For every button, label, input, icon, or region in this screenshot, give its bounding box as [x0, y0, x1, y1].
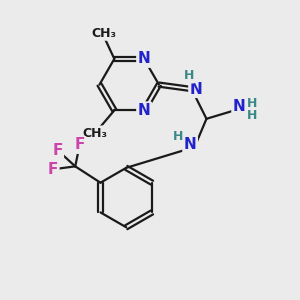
Text: CH₃: CH₃ [92, 26, 116, 40]
Text: N: N [138, 103, 150, 118]
Text: H: H [184, 69, 194, 82]
Text: F: F [52, 142, 63, 158]
Text: H: H [173, 130, 183, 143]
Text: N: N [184, 136, 196, 152]
Text: H: H [248, 97, 258, 110]
Text: N: N [233, 99, 245, 114]
Text: H: H [248, 109, 258, 122]
Text: N: N [138, 51, 150, 66]
Text: F: F [74, 137, 85, 152]
Text: CH₃: CH₃ [82, 127, 107, 140]
Text: F: F [48, 162, 58, 177]
Text: N: N [190, 82, 202, 97]
